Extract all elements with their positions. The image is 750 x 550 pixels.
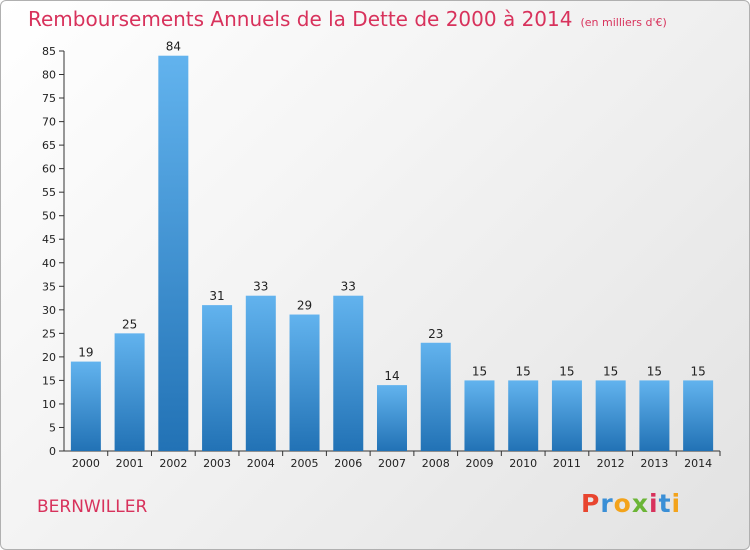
data-label: 15	[690, 364, 705, 378]
x-tick-label: 2011	[553, 457, 581, 470]
bar	[639, 380, 670, 451]
data-label: 33	[253, 280, 268, 294]
y-tick-label: 15	[42, 374, 56, 387]
y-tick-label: 65	[42, 139, 56, 152]
bar	[158, 55, 189, 452]
title-text: Remboursements Annuels de la Dette de 20…	[28, 7, 573, 31]
y-tick-label: 5	[49, 421, 56, 434]
data-label: 15	[472, 364, 487, 378]
data-label: 15	[516, 364, 531, 378]
x-tick-label: 2013	[640, 457, 668, 470]
bar	[464, 380, 495, 451]
bar	[333, 295, 364, 451]
x-tick-label: 2006	[334, 457, 362, 470]
x-tick-label: 2002	[159, 457, 187, 470]
x-tick-label: 2005	[291, 457, 319, 470]
bar	[377, 385, 407, 451]
bar	[70, 361, 101, 451]
logo-letter: r	[600, 489, 614, 518]
data-label: 15	[647, 364, 662, 378]
y-tick-label: 80	[42, 69, 56, 82]
proxiti-logo: Proxiti	[581, 489, 681, 518]
x-tick-label: 2014	[684, 457, 712, 470]
y-tick-label: 40	[42, 257, 56, 270]
x-tick-label: 2008	[422, 457, 450, 470]
y-tick-label: 45	[42, 233, 56, 246]
bar	[245, 295, 276, 451]
x-tick-label: 2012	[597, 457, 625, 470]
y-tick-label: 10	[42, 398, 56, 411]
title-unit: (en milliers d'€)	[580, 16, 667, 29]
logo-letter: x	[631, 489, 649, 518]
y-tick-label: 35	[42, 280, 56, 293]
x-tick-label: 2004	[247, 457, 275, 470]
chart-title: Remboursements Annuels de la Dette de 20…	[28, 7, 667, 31]
logo-letter: o	[613, 489, 632, 518]
bar	[202, 305, 233, 451]
data-label: 25	[122, 317, 137, 331]
logo-letter: P	[581, 489, 601, 518]
x-tick-label: 2001	[116, 457, 144, 470]
data-label: 23	[428, 327, 443, 341]
x-tick-label: 2003	[203, 457, 231, 470]
bar	[420, 342, 451, 451]
y-tick-label: 85	[42, 45, 56, 58]
bar	[683, 380, 714, 451]
data-label: 15	[603, 364, 618, 378]
logo-letter: t	[658, 489, 672, 518]
bar	[289, 314, 320, 451]
y-tick-label: 75	[42, 92, 56, 105]
x-tick-label: 2000	[72, 457, 100, 470]
x-tick-label: 2009	[465, 457, 493, 470]
data-label: 19	[78, 346, 93, 360]
y-tick-label: 60	[42, 163, 56, 176]
data-label: 84	[166, 40, 181, 54]
y-tick-label: 30	[42, 304, 56, 317]
y-tick-label: 20	[42, 351, 56, 364]
y-tick-label: 25	[42, 327, 56, 340]
bar	[595, 380, 626, 451]
y-tick-label: 55	[42, 186, 56, 199]
y-tick-label: 70	[42, 116, 56, 129]
commune-name: BERNWILLER	[37, 497, 148, 517]
bar	[508, 380, 539, 451]
logo-letter: i	[671, 489, 682, 518]
bar	[114, 333, 145, 451]
data-label: 31	[209, 289, 224, 303]
y-tick-label: 0	[49, 445, 56, 458]
data-label: 29	[297, 299, 312, 313]
y-tick-label: 50	[42, 210, 56, 223]
x-tick-label: 2007	[378, 457, 406, 470]
bar	[551, 380, 582, 451]
data-label: 15	[559, 364, 574, 378]
data-label: 14	[384, 369, 399, 383]
data-label: 33	[341, 280, 356, 294]
logo-letter: i	[649, 489, 659, 518]
x-tick-label: 2010	[509, 457, 537, 470]
